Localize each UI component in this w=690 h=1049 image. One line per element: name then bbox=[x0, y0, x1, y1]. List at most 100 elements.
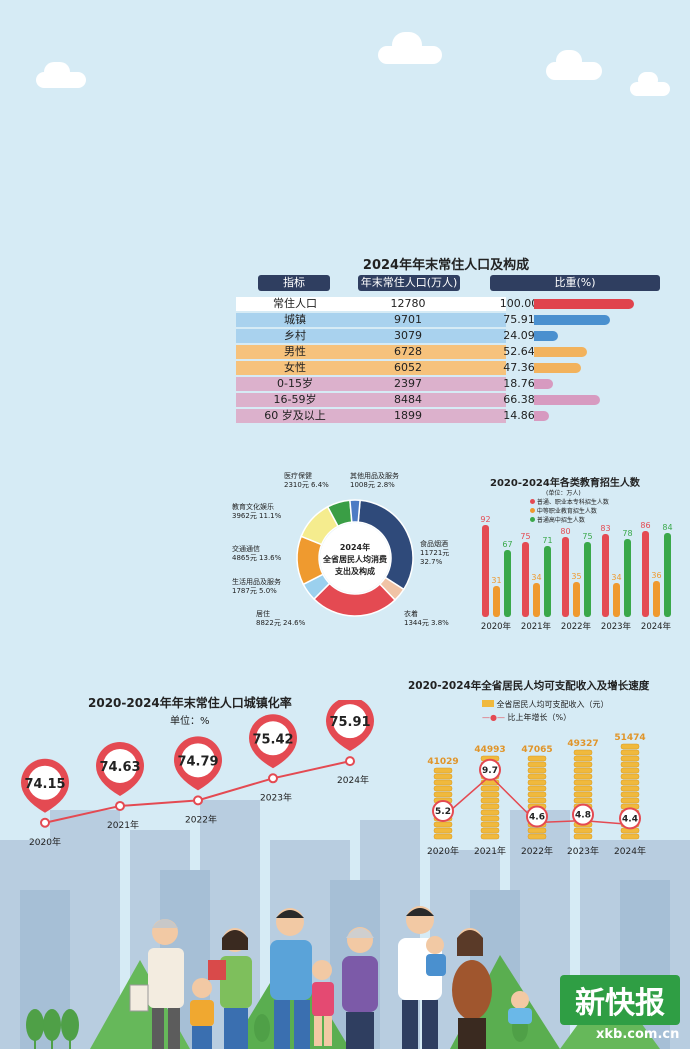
coin bbox=[527, 833, 547, 840]
year-label: 2021年 bbox=[474, 845, 506, 857]
row-share: 52.64 bbox=[503, 345, 535, 358]
row-label: 乡村 bbox=[284, 329, 306, 342]
row-value: 9701 bbox=[394, 313, 422, 326]
row-share: 24.09 bbox=[503, 329, 535, 342]
bar bbox=[602, 534, 609, 617]
income-value-label: 49327 bbox=[567, 739, 598, 749]
year-label: 2020年 bbox=[427, 845, 459, 857]
row-value: 3079 bbox=[394, 329, 422, 342]
bar-value-label: 86 bbox=[640, 521, 650, 530]
pin-value: 74.63 bbox=[99, 760, 140, 775]
education-bar-chart: 92 31 67 2020年 75 34 71 2021年 80 35 75 2022年 83 34 78 2… bbox=[480, 515, 672, 632]
bar bbox=[653, 581, 660, 617]
family-illustration bbox=[129, 906, 532, 1049]
label-other: 其他用品及服务 1008元 2.8% bbox=[350, 472, 399, 489]
bar-value-label: 75 bbox=[582, 532, 592, 541]
data-point bbox=[268, 773, 278, 784]
coin bbox=[573, 767, 593, 774]
coin bbox=[480, 791, 500, 798]
row-background bbox=[236, 297, 507, 311]
row-value: 6728 bbox=[394, 345, 422, 358]
coin bbox=[620, 773, 640, 780]
legend-highschool: 普通高中招生人数 bbox=[530, 515, 585, 524]
row-label: 城镇 bbox=[284, 313, 306, 326]
row-value: 6052 bbox=[394, 361, 422, 374]
legend-vocational: 中等职业教育招生人数 bbox=[530, 506, 597, 515]
coin bbox=[620, 779, 640, 786]
growth-marker bbox=[479, 758, 501, 781]
bar bbox=[533, 583, 540, 617]
coin bbox=[480, 827, 500, 834]
coin bbox=[573, 773, 593, 780]
row-label: 0-15岁 bbox=[277, 377, 313, 390]
donut-hole bbox=[320, 523, 390, 593]
year-label: 2023年 bbox=[260, 791, 292, 803]
population-table-title: 2024年年末常住人口及构成 bbox=[362, 258, 530, 273]
row-value: 2397 bbox=[394, 377, 422, 390]
data-point bbox=[193, 795, 203, 806]
label-education: 教育文化娱乐 3962元 11.1% bbox=[232, 503, 282, 520]
pin-value: 74.79 bbox=[177, 754, 218, 769]
data-point bbox=[115, 800, 125, 811]
bar bbox=[482, 525, 489, 617]
table-row: 16-59岁 8484 66.38 bbox=[236, 392, 616, 408]
header-share: 比重(%) bbox=[490, 275, 660, 291]
growth-marker bbox=[619, 807, 641, 830]
bar bbox=[562, 537, 569, 617]
cloud bbox=[638, 72, 658, 88]
bar-value-label: 34 bbox=[531, 573, 541, 582]
label-housing: 居住 8822元 24.6% bbox=[256, 610, 306, 627]
growth-value-label: 4.6 bbox=[529, 813, 545, 823]
year-label: 2021年 bbox=[107, 819, 139, 831]
coin bbox=[527, 773, 547, 780]
row-background bbox=[236, 377, 507, 391]
bar-value-label: 71 bbox=[542, 536, 552, 545]
bar-value-label: 92 bbox=[480, 515, 490, 524]
bar bbox=[624, 539, 631, 617]
row-background bbox=[236, 313, 507, 327]
donut-center-line1: 2024年 bbox=[339, 543, 371, 552]
row-value: 1899 bbox=[394, 409, 422, 422]
bar-value-label: 75 bbox=[520, 532, 530, 541]
row-share: 66.38 bbox=[503, 393, 535, 406]
year-label: 2020年 bbox=[29, 836, 61, 848]
category-label: 2024年 bbox=[641, 621, 672, 632]
table-row: 乡村 3079 24.09 bbox=[236, 328, 616, 344]
urbanization-title: 2020-2024年年末常住人口城镇化率 bbox=[88, 696, 292, 710]
bar bbox=[573, 582, 580, 617]
row-value: 12780 bbox=[390, 297, 426, 310]
share-bar bbox=[534, 331, 559, 341]
label-clothing: 衣着 1344元 3.8% bbox=[404, 610, 449, 627]
row-background bbox=[236, 393, 507, 407]
pin-inner bbox=[333, 704, 367, 739]
year-label: 2024年 bbox=[614, 845, 646, 857]
coin bbox=[527, 767, 547, 774]
coin bbox=[433, 785, 453, 792]
table-row: 男性 6728 52.64 bbox=[236, 344, 616, 360]
share-bar bbox=[534, 299, 634, 309]
growth-value-label: 5.2 bbox=[435, 807, 451, 817]
row-label: 女性 bbox=[284, 361, 306, 374]
data-point bbox=[40, 817, 50, 828]
coin bbox=[480, 803, 500, 810]
legend-growth: —●— 比上年增长（%） bbox=[482, 713, 572, 722]
education-chart-unit: (单位：万人) bbox=[546, 490, 581, 497]
coin bbox=[433, 767, 453, 774]
education-chart-title: 2020-2024年各类教育招生人数 bbox=[490, 478, 640, 489]
coin bbox=[620, 749, 640, 756]
logo-text: 新快报 bbox=[575, 986, 665, 1021]
table-row: 城镇 9701 75.91 bbox=[236, 312, 616, 328]
coin bbox=[480, 833, 500, 840]
share-bar bbox=[534, 363, 582, 373]
coin bbox=[573, 761, 593, 768]
coin bbox=[573, 797, 593, 804]
row-value: 8484 bbox=[394, 393, 422, 406]
income-value-label: 44993 bbox=[474, 745, 505, 755]
legend-income: 全省居民人均可支配收入（元） bbox=[482, 699, 609, 710]
coin bbox=[527, 797, 547, 804]
income-chart: 41029 2020年 44993 2021年 47065 2022年 49327 2023年… bbox=[427, 733, 646, 857]
bar-value-label: 80 bbox=[560, 527, 570, 536]
category-label: 2020年 bbox=[481, 621, 512, 632]
bar-value-label: 35 bbox=[571, 572, 581, 581]
bar-value-label: 31 bbox=[491, 576, 501, 585]
